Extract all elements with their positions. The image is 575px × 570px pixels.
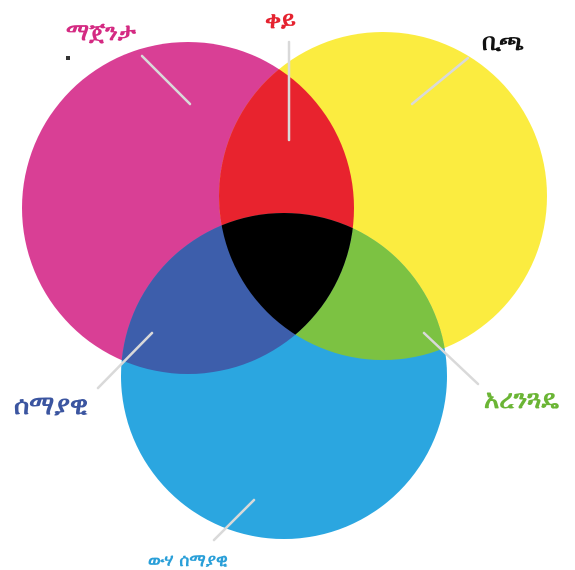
- label-cyan: ውሃ ሰማያዊ: [148, 551, 228, 570]
- cyan-leader-line: [212, 498, 256, 542]
- yellow-leader-line: [410, 56, 470, 106]
- magenta-leader-line: [140, 54, 192, 106]
- leader-lines: [96, 40, 480, 542]
- label-yellow: ቢጫ: [482, 28, 524, 56]
- label-magenta: ማጀንታ: [66, 18, 137, 46]
- blue-leader-line: [96, 331, 154, 390]
- label-red: ቀይ: [265, 6, 296, 34]
- stray-mark: [66, 56, 70, 60]
- label-blue: ሰማያዊ: [14, 391, 88, 421]
- green-leader-line: [422, 331, 480, 386]
- label-green: አረንጓዴ: [484, 385, 559, 415]
- green-overlap: [219, 213, 447, 360]
